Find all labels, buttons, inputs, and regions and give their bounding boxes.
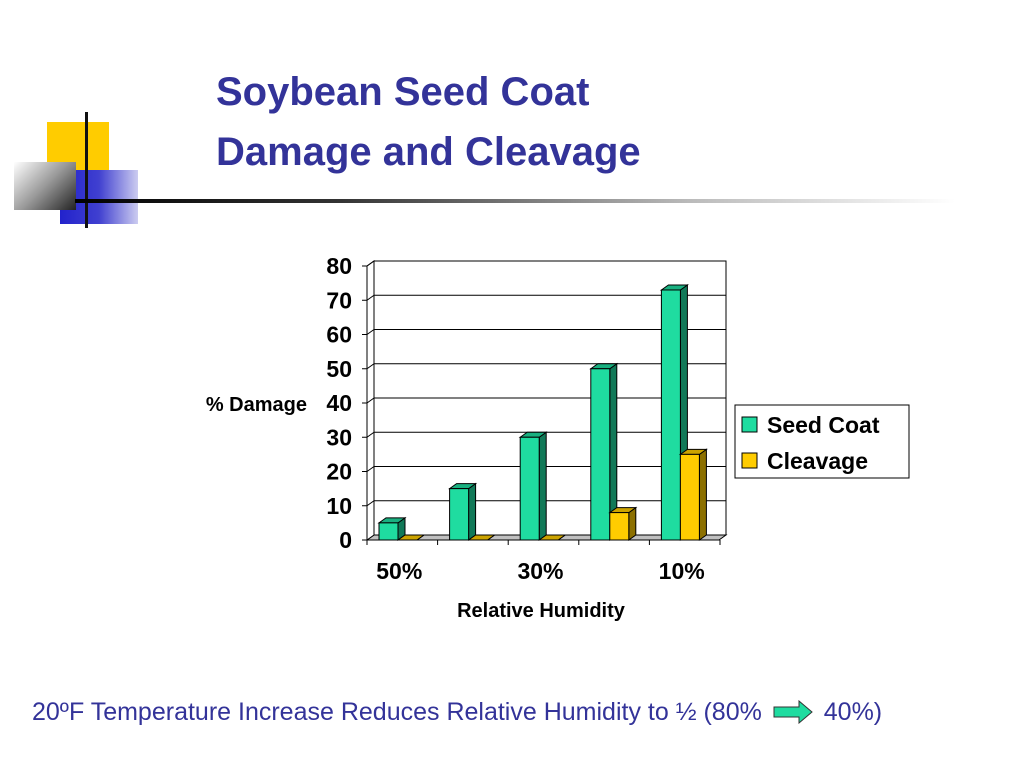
x-tick-label: 50% (376, 558, 422, 584)
x-tick-label: 30% (517, 558, 563, 584)
bar (609, 512, 630, 541)
y-tick-label: 30 (326, 424, 352, 450)
bar (519, 436, 540, 541)
right-arrow-icon (773, 700, 813, 725)
bar (679, 453, 700, 541)
y-tick-label: 40 (326, 390, 352, 416)
footer-text-before: 20ºF Temperature Increase Reduces Relati… (32, 697, 762, 726)
y-tick-label: 80 (326, 253, 352, 279)
footer-caption: 20ºF Temperature Increase Reduces Relati… (32, 697, 882, 727)
gridline-depth (366, 363, 375, 370)
title-line-2: Damage and Cleavage (216, 130, 641, 174)
decorative-vertical-line (85, 112, 88, 228)
bar (378, 522, 399, 541)
legend-swatch (741, 416, 758, 433)
y-tick-label: 10 (326, 493, 352, 519)
legend-label: Cleavage (767, 448, 868, 474)
gridline-depth (366, 466, 375, 472)
bar (449, 488, 470, 541)
footer-text-after: 40%) (823, 697, 883, 726)
x-tick-label: 10% (659, 558, 705, 584)
gridline-depth (366, 397, 375, 404)
legend-box (734, 404, 910, 479)
y-tick-label: 70 (326, 287, 352, 313)
y-tick-label: 20 (326, 459, 352, 485)
bar (660, 289, 681, 541)
gridline-depth (366, 329, 375, 335)
gridline-depth (366, 294, 375, 301)
gridline-depth (366, 431, 375, 438)
legend-swatch (741, 452, 758, 469)
bar-side (468, 482, 477, 541)
bar-side (538, 431, 547, 541)
gridline-depth (366, 260, 375, 267)
y-tick-label: 0 (339, 527, 352, 553)
decorative-gray-square (14, 162, 76, 210)
bar-side (698, 448, 707, 541)
title-underline (75, 199, 955, 203)
page-title: Soybean Seed Coat Damage and Cleavage (216, 62, 641, 182)
y-tick-label: 50 (326, 356, 352, 382)
bar (590, 368, 611, 541)
x-axis-title: Relative Humidity (457, 600, 626, 622)
title-line-1: Soybean Seed Coat (216, 70, 590, 114)
y-axis-title: % Damage (206, 394, 307, 416)
y-tick-label: 60 (326, 322, 352, 348)
gridline-depth (366, 500, 375, 507)
legend-label: Seed Coat (767, 412, 880, 438)
